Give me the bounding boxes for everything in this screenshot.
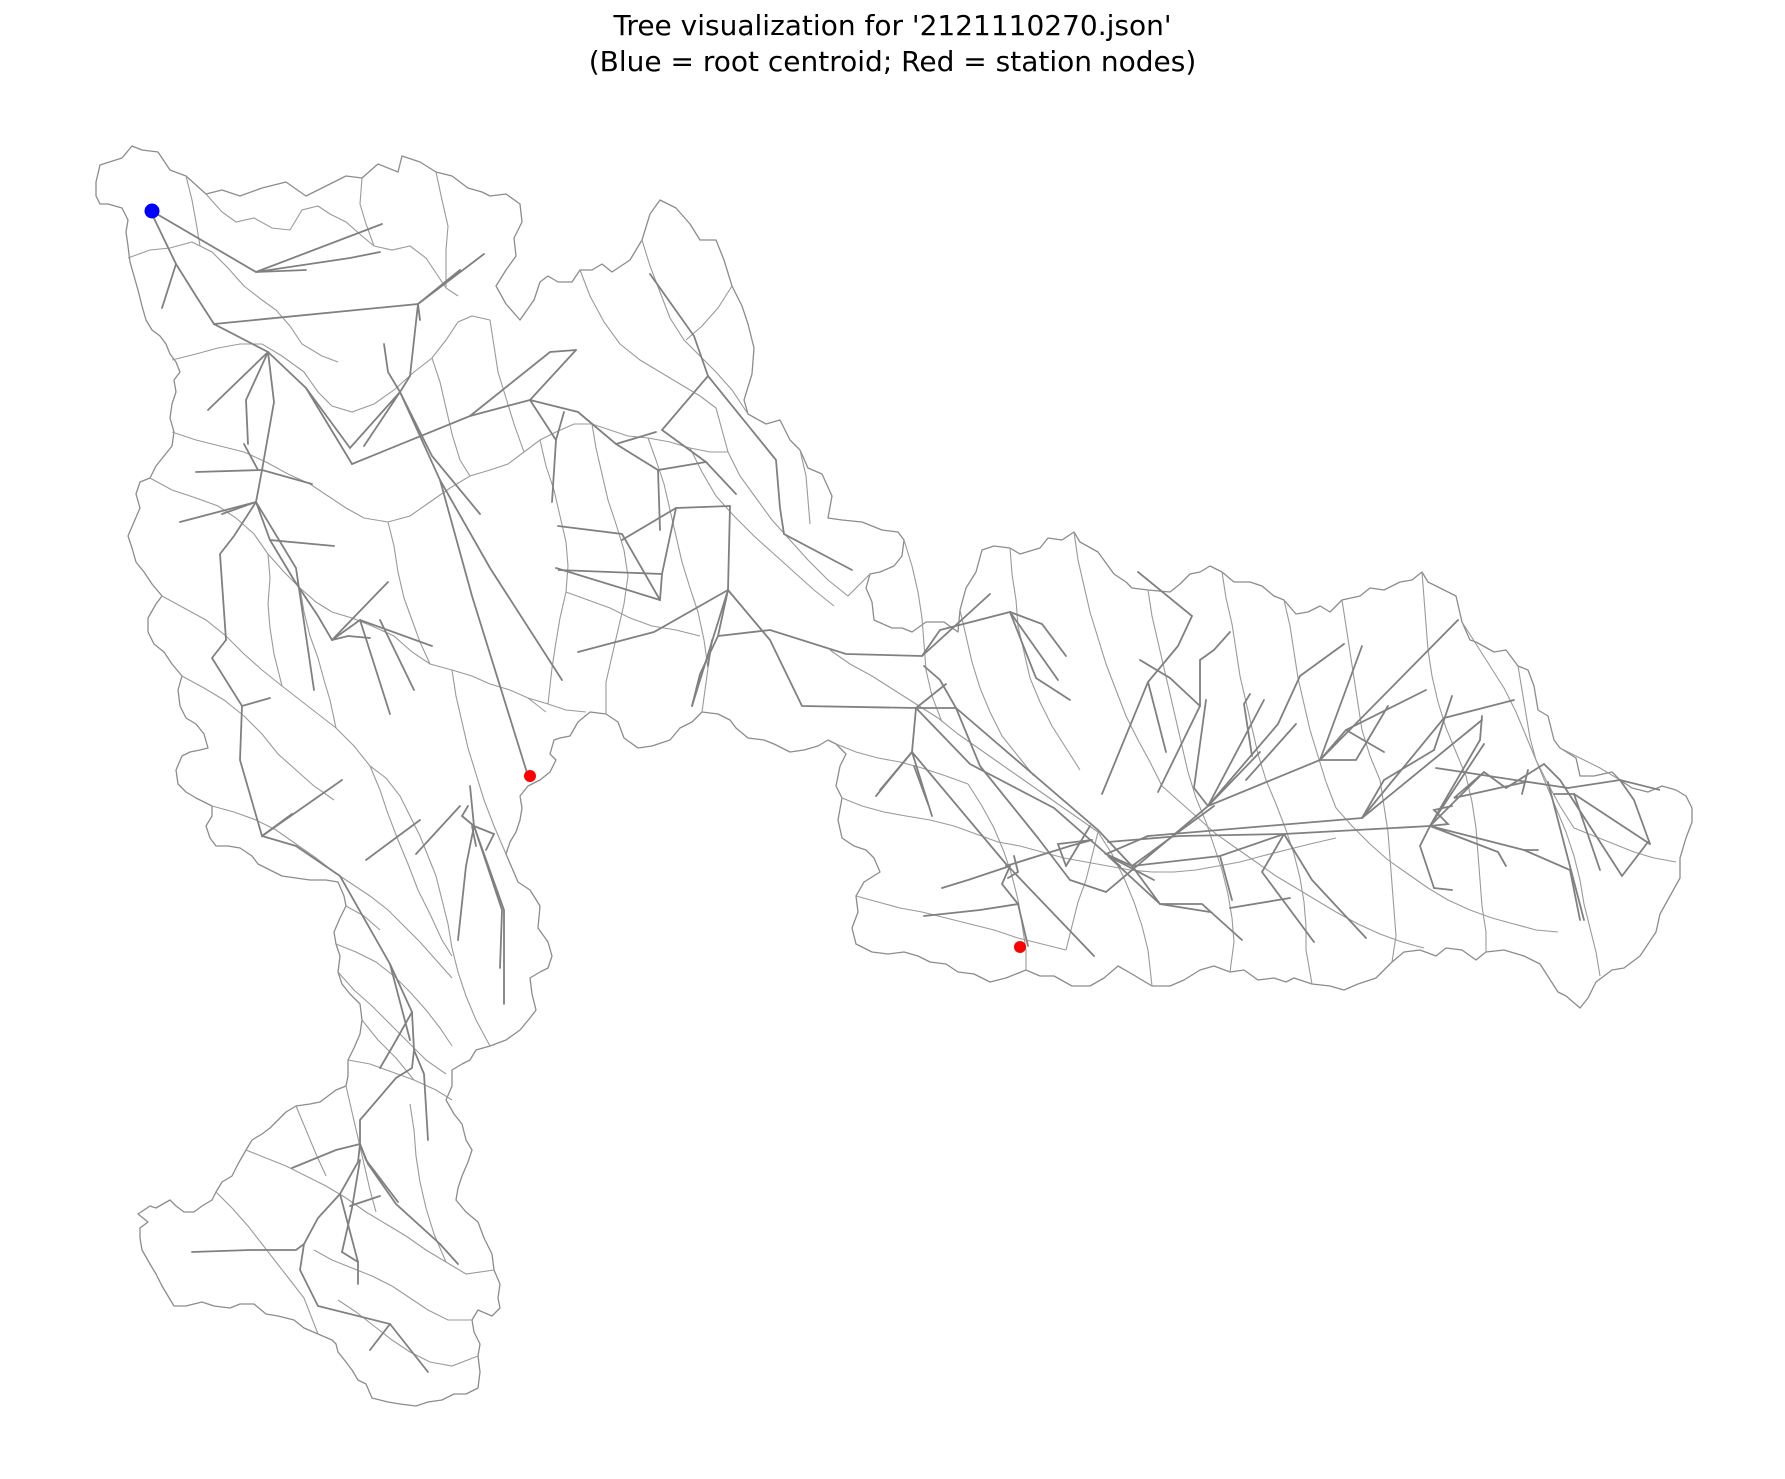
station-node [524, 770, 536, 782]
root-centroid-node [144, 203, 160, 219]
sub-basin-divides [127, 171, 1677, 1367]
title-line-1: Tree visualization for '2121110270.json' [613, 9, 1172, 42]
figure-title: Tree visualization for '2121110270.json'… [0, 8, 1785, 80]
basin-boundary [95, 145, 1693, 1407]
tree-edges [149, 209, 1661, 1373]
title-line-2: (Blue = root centroid; Red = station nod… [588, 45, 1197, 78]
station-node [1014, 941, 1026, 953]
